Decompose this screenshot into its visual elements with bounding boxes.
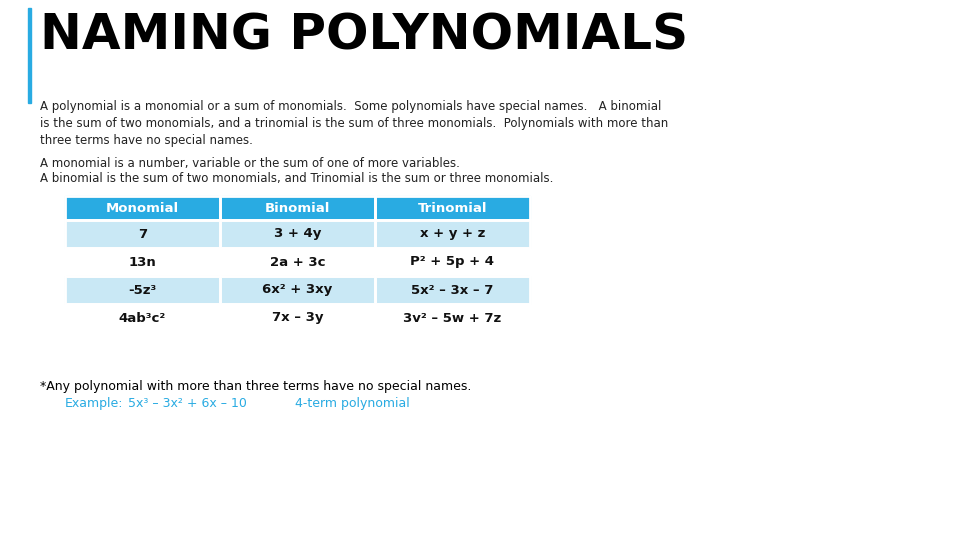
- Text: 2a + 3c: 2a + 3c: [270, 255, 325, 268]
- Bar: [375, 196, 530, 220]
- Text: Binomial: Binomial: [265, 201, 330, 214]
- Bar: [375, 276, 530, 304]
- Text: A binomial is the sum of two monomials, and Trinomial is the sum or three monomi: A binomial is the sum of two monomials, …: [40, 172, 553, 185]
- Text: A polynomial is a monomial or a sum of monomials.  Some polynomials have special: A polynomial is a monomial or a sum of m…: [40, 100, 668, 147]
- Bar: [65, 196, 220, 220]
- Bar: [65, 220, 220, 248]
- Bar: [375, 220, 530, 248]
- Bar: [220, 196, 375, 220]
- Bar: [28, 8, 31, 103]
- Bar: [65, 276, 220, 304]
- Bar: [375, 276, 530, 304]
- Bar: [65, 248, 220, 276]
- Bar: [220, 276, 375, 304]
- Bar: [220, 276, 375, 304]
- Bar: [375, 196, 530, 220]
- Bar: [65, 276, 220, 304]
- Bar: [220, 248, 375, 276]
- Text: Trinomial: Trinomial: [418, 201, 488, 214]
- Text: 4ab³c²: 4ab³c²: [119, 312, 166, 325]
- Bar: [220, 196, 375, 220]
- Text: Example:: Example:: [65, 397, 124, 410]
- Text: 7: 7: [138, 227, 147, 240]
- Text: 13n: 13n: [129, 255, 156, 268]
- Bar: [220, 220, 375, 248]
- Text: 4-term polynomial: 4-term polynomial: [295, 397, 410, 410]
- Bar: [375, 248, 530, 276]
- Text: NAMING POLYNOMIALS: NAMING POLYNOMIALS: [40, 12, 688, 60]
- Text: P² + 5p + 4: P² + 5p + 4: [411, 255, 494, 268]
- Text: A monomial is a number, variable or the sum of one of more variables.: A monomial is a number, variable or the …: [40, 157, 460, 170]
- Bar: [375, 248, 530, 276]
- Bar: [65, 304, 220, 332]
- Text: 7x – 3y: 7x – 3y: [272, 312, 324, 325]
- Text: *Any polynomial with more than three terms have no special names.: *Any polynomial with more than three ter…: [40, 380, 471, 393]
- Bar: [65, 196, 220, 220]
- Bar: [220, 220, 375, 248]
- Text: 6x² + 3xy: 6x² + 3xy: [262, 284, 332, 296]
- Bar: [65, 220, 220, 248]
- Bar: [65, 304, 220, 332]
- Text: 3v² – 5w + 7z: 3v² – 5w + 7z: [403, 312, 502, 325]
- Text: x + y + z: x + y + z: [420, 227, 485, 240]
- Text: Monomial: Monomial: [106, 201, 180, 214]
- Text: 3 + 4y: 3 + 4y: [274, 227, 322, 240]
- Bar: [375, 304, 530, 332]
- Bar: [65, 248, 220, 276]
- Bar: [375, 304, 530, 332]
- Bar: [220, 304, 375, 332]
- Text: 5x² – 3x – 7: 5x² – 3x – 7: [411, 284, 493, 296]
- Bar: [220, 248, 375, 276]
- Bar: [220, 304, 375, 332]
- Text: 5x³ – 3x² + 6x – 10: 5x³ – 3x² + 6x – 10: [128, 397, 247, 410]
- Bar: [375, 220, 530, 248]
- Text: -5z³: -5z³: [129, 284, 156, 296]
